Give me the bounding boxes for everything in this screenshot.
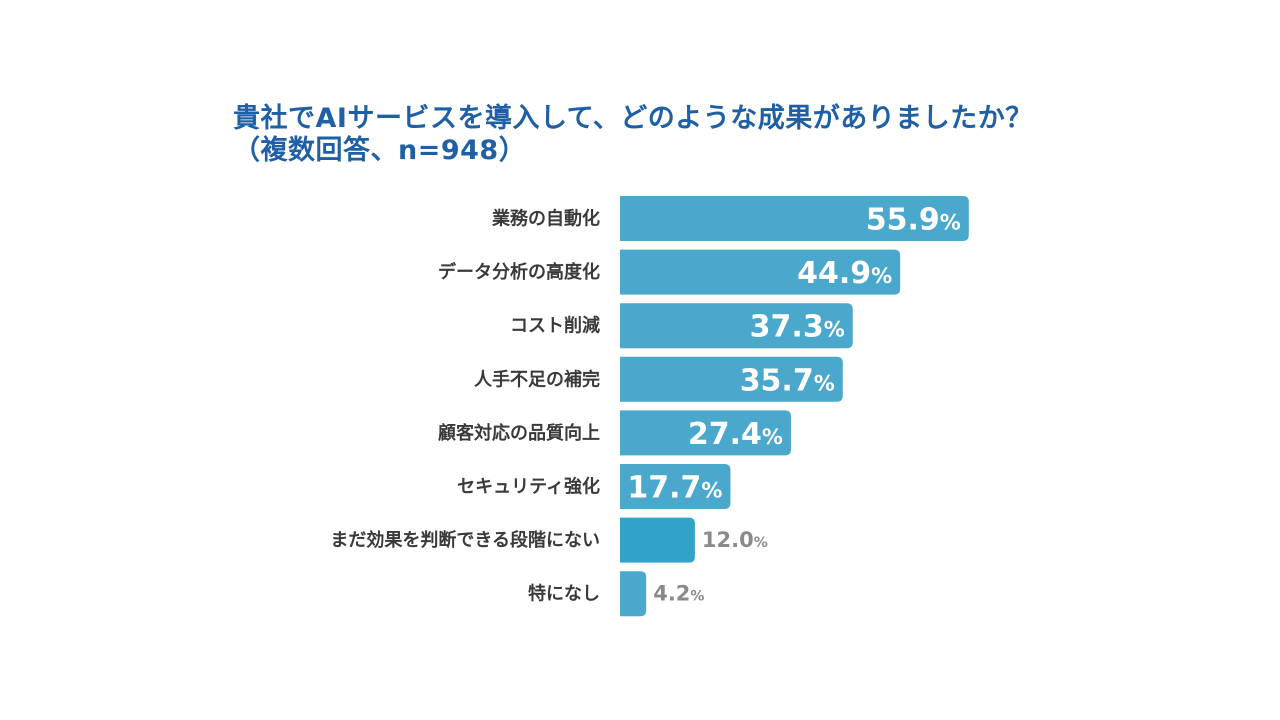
value-label: 35.7% bbox=[740, 363, 835, 398]
value-label: 27.4% bbox=[688, 417, 783, 452]
bar bbox=[620, 410, 791, 456]
chart-title-line2: （複数回答、n=948） bbox=[233, 135, 527, 166]
category-label: 業務の自動化 bbox=[491, 208, 600, 230]
value-label: 55.9% bbox=[866, 203, 961, 238]
category-label: 人手不足の補完 bbox=[474, 368, 600, 390]
bar bbox=[620, 196, 969, 241]
value-label: 44.9% bbox=[797, 256, 892, 291]
category-label: 顧客対応の品質向上 bbox=[438, 422, 600, 444]
value-label: 17.7% bbox=[627, 471, 722, 506]
bar bbox=[620, 571, 647, 617]
chart-title-line1: 貴社でAIサービスを導入して、どのような成果がありましたか？ bbox=[233, 103, 1033, 134]
bar bbox=[620, 303, 853, 349]
chart-title: 貴社でAIサービスを導入して、どのような成果がありましたか？ （複数回答、n=9… bbox=[233, 103, 1133, 167]
bar bbox=[620, 464, 731, 509]
bar bbox=[620, 249, 901, 295]
bar bbox=[620, 517, 695, 563]
value-label: 4.2% bbox=[653, 582, 704, 606]
category-label: セキュリティ強化 bbox=[457, 476, 600, 498]
bar bbox=[620, 356, 843, 402]
value-label: 12.0% bbox=[702, 528, 768, 552]
category-label: まだ効果を判断できる段階にない bbox=[330, 529, 600, 551]
category-label: コスト削減 bbox=[510, 315, 600, 337]
category-label: 特になし bbox=[528, 583, 600, 605]
category-label: データ分析の高度化 bbox=[438, 261, 600, 283]
value-label: 37.3% bbox=[750, 310, 845, 345]
